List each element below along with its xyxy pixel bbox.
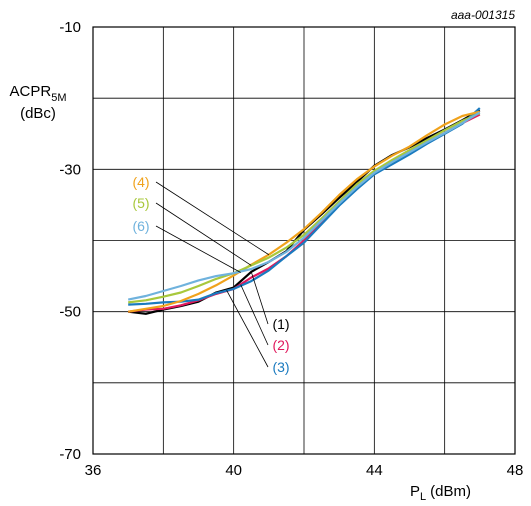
series-label: (2) bbox=[272, 337, 289, 353]
y-axis-label-main: ACPR bbox=[10, 83, 52, 100]
x-tick-label: 48 bbox=[507, 462, 524, 479]
leader-line bbox=[226, 290, 269, 368]
series-label: (1) bbox=[272, 316, 289, 332]
y-tick-label: -30 bbox=[59, 161, 81, 178]
tick-labels: 36 40 44 48 -10 -30 -50 -70 bbox=[59, 19, 523, 479]
leader-line bbox=[155, 225, 241, 273]
y-axis-label-sub: 5M bbox=[51, 92, 66, 104]
series-line-6 bbox=[127, 111, 481, 301]
series-line-3 bbox=[128, 107, 481, 306]
figure-id: aaa-001315 bbox=[451, 8, 515, 22]
y-axis-label: ACPR5M bbox=[10, 83, 67, 104]
annotation-leaders bbox=[155, 181, 270, 368]
y-tick-label: -10 bbox=[59, 19, 81, 36]
series-label: (6) bbox=[132, 218, 149, 234]
series-label: (3) bbox=[272, 359, 289, 375]
leader-line bbox=[155, 181, 270, 256]
series-line-5 bbox=[128, 112, 481, 304]
x-axis-label-sub: L bbox=[420, 491, 426, 503]
leader-line bbox=[155, 202, 252, 266]
series-label: (4) bbox=[132, 174, 149, 190]
series-label: (5) bbox=[132, 195, 149, 211]
x-tick-label: 40 bbox=[225, 462, 242, 479]
x-tick-label: 36 bbox=[85, 462, 102, 479]
x-axis-label-unit: (dBm) bbox=[430, 483, 471, 500]
x-axis-label: PL (dBm) bbox=[410, 483, 471, 503]
leader-line bbox=[240, 284, 269, 346]
series-group bbox=[127, 107, 481, 315]
y-tick-label: -50 bbox=[59, 304, 81, 321]
leader-line bbox=[250, 271, 269, 325]
plot-frame bbox=[92, 26, 516, 455]
annotation-labels: (4) (5) (6) (1) (2) (3) bbox=[132, 174, 289, 375]
x-axis-label-main: P bbox=[410, 483, 420, 500]
y-axis-unit: (dBc) bbox=[20, 105, 56, 122]
x-tick-label: 44 bbox=[366, 462, 383, 479]
y-tick-label: -70 bbox=[59, 446, 81, 463]
series-line-4 bbox=[128, 110, 481, 313]
